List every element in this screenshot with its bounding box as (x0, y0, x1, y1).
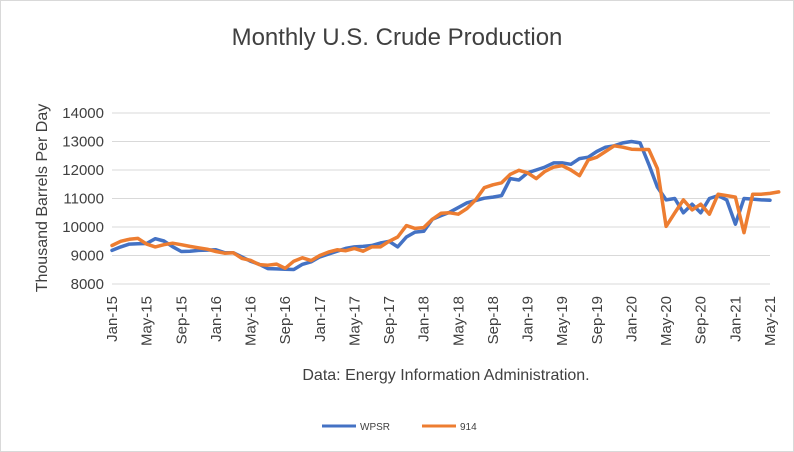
legend: WPSR 914 (322, 422, 477, 433)
x-tick-label: Jan-21 (727, 296, 744, 342)
x-tick-label: May-15 (139, 296, 156, 346)
x-tick-label: May-20 (658, 296, 675, 346)
y-tick-label: 11000 (63, 191, 104, 208)
x-tick-label: May-19 (554, 296, 571, 346)
x-tick-labels: Jan-15 May-15 Sep-15 Jan-16 May-16 Sep-16 Jan-… (104, 296, 779, 346)
y-tick-label: 9000 (71, 248, 104, 265)
x-tick-label: Sep-20 (693, 296, 710, 344)
x-tick-label: Sep-17 (381, 296, 398, 344)
x-tick-label: May-21 (762, 296, 779, 346)
x-tick-label: Sep-19 (589, 296, 606, 344)
chart-title: Monthly U.S. Crude Production (232, 24, 563, 51)
x-tick-label: Sep-18 (485, 296, 502, 344)
x-tick-label: Jan-15 (104, 296, 121, 342)
source-note: Data: Energy Information Administration. (302, 367, 589, 384)
x-tick-label: May-16 (243, 296, 260, 346)
y-axis-label: Thousand Barrels Per Day (34, 104, 51, 293)
y-tick-label: 13000 (62, 134, 104, 151)
y-tick-label: 8000 (71, 276, 104, 293)
x-tick-label: May-18 (450, 296, 467, 346)
series-line-914 (110, 144, 781, 271)
series-layer (110, 139, 781, 272)
legend-label-wpsr: WPSR (360, 422, 390, 433)
x-tick-label: Sep-15 (173, 296, 190, 344)
x-tick-label: Jan-20 (623, 296, 640, 342)
gridlines (112, 112, 770, 285)
x-tick-label: Jan-19 (520, 296, 537, 342)
x-tick-label: Jan-17 (312, 296, 329, 342)
x-tick-label: Jan-16 (208, 296, 225, 342)
y-tick-label: 10000 (62, 219, 104, 236)
y-tick-labels: 8000 9000 10000 11000 12000 13000 14000 (62, 105, 104, 293)
y-tick-label: 14000 (62, 105, 104, 122)
x-tick-label: Sep-16 (277, 296, 294, 344)
x-tick-label: May-17 (346, 296, 363, 346)
legend-label-914: 914 (460, 422, 477, 433)
x-tick-label: Jan-18 (416, 296, 433, 342)
y-tick-label: 12000 (62, 162, 104, 179)
